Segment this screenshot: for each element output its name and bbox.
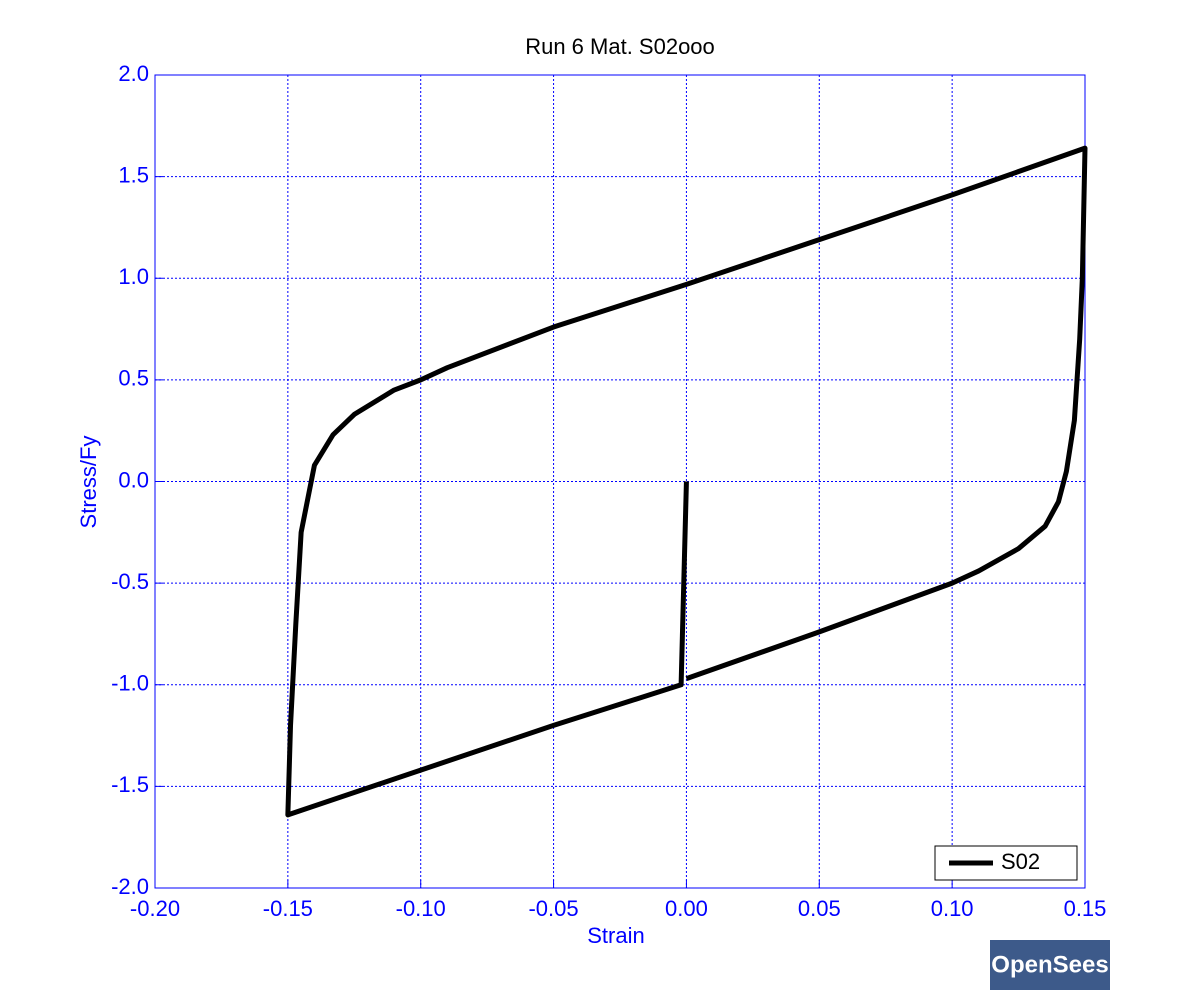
legend-label: S02 [1001,849,1040,874]
y-tick-label: 0.0 [118,467,149,492]
x-tick-label: -0.20 [130,896,180,921]
x-tick-label: -0.05 [528,896,578,921]
y-tick-label: 1.5 [118,162,149,187]
y-tick-label: -1.5 [111,772,149,797]
chart-title: Run 6 Mat. S02ooo [525,34,715,59]
x-tick-label: -0.15 [263,896,313,921]
x-tick-label: 0.15 [1064,896,1107,921]
y-tick-label: -2.0 [111,874,149,899]
y-tick-label: -0.5 [111,569,149,594]
x-tick-label: -0.10 [396,896,446,921]
x-tick-label: 0.10 [931,896,974,921]
logo: OpenSees [991,951,1108,978]
y-tick-label: 0.5 [118,366,149,391]
x-tick-label: 0.05 [798,896,841,921]
y-axis-label: Stress/Fy [76,436,101,529]
y-tick-label: -1.0 [111,671,149,696]
data-line [285,145,1088,818]
y-tick-label: 2.0 [118,61,149,86]
plot-frame [154,74,1086,889]
x-tick-label: 0.00 [665,896,708,921]
logo-box [990,940,1110,990]
x-axis-label: Strain [587,923,644,948]
y-tick-label: 1.0 [118,264,149,289]
